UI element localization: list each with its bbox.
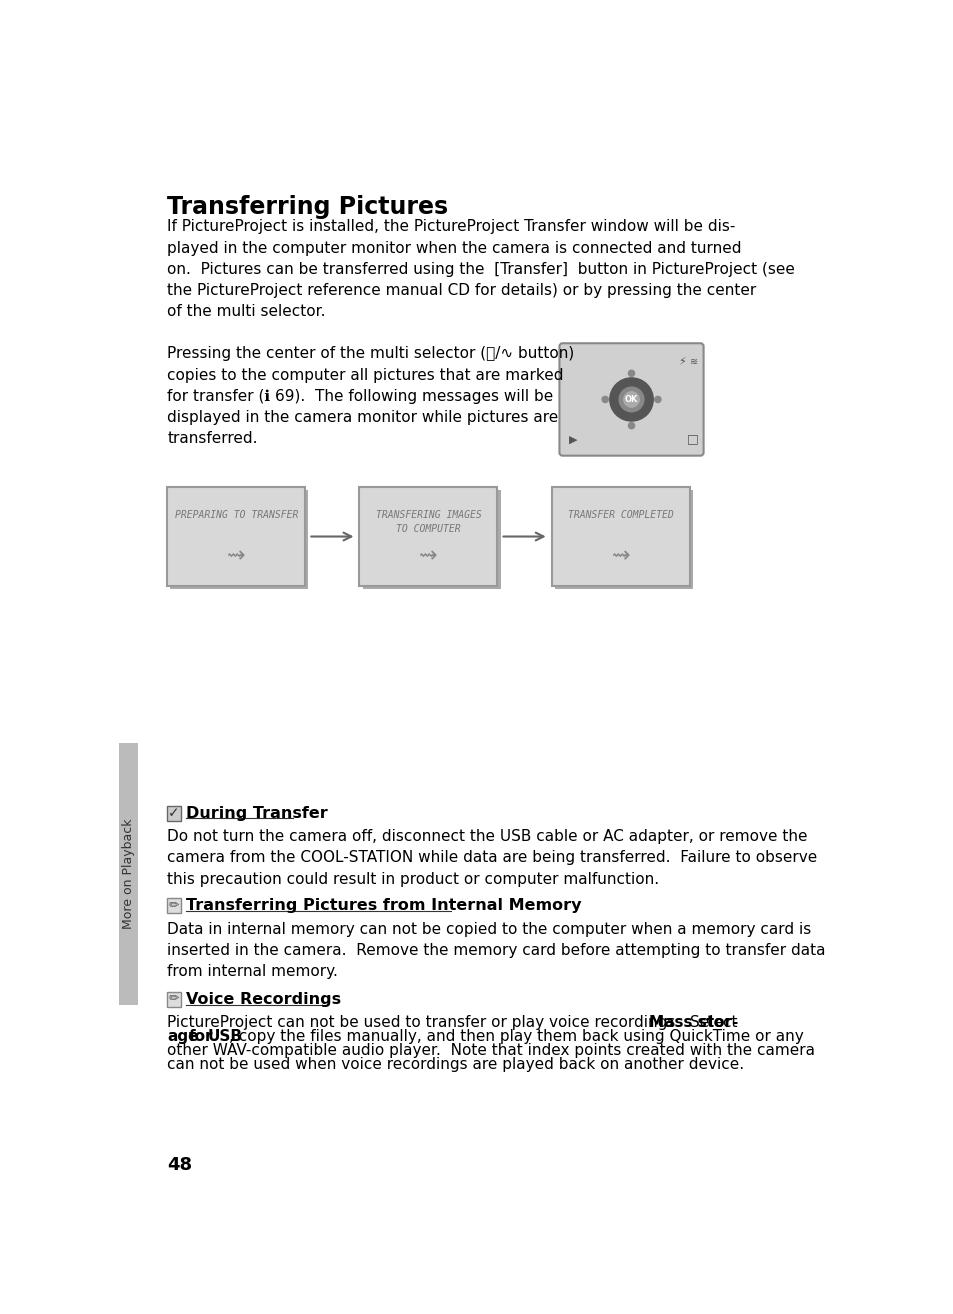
Text: ≋: ≋ [690,357,698,367]
FancyBboxPatch shape [362,490,500,589]
Text: TO COMPUTER: TO COMPUTER [395,524,460,535]
Text: More on Playback: More on Playback [122,819,135,929]
Text: for: for [189,1029,213,1045]
FancyBboxPatch shape [167,992,181,1007]
Text: Transferring Pictures: Transferring Pictures [167,194,448,218]
FancyBboxPatch shape [167,487,305,586]
FancyBboxPatch shape [551,487,689,586]
Circle shape [601,397,608,402]
Text: ✓: ✓ [168,805,179,820]
FancyBboxPatch shape [171,490,308,589]
Circle shape [623,392,639,407]
Text: 48: 48 [167,1156,193,1175]
Text: Do not turn the camera off, disconnect the USB cable or AC adapter, or remove th: Do not turn the camera off, disconnect t… [167,829,817,887]
Text: If PictureProject is installed, the PictureProject Transfer window will be dis-
: If PictureProject is installed, the Pict… [167,219,795,319]
Text: other WAV-compatible audio player.  Note that index points created with the came: other WAV-compatible audio player. Note … [167,1043,815,1058]
Text: During Transfer: During Transfer [186,805,327,821]
Text: ⇝: ⇝ [227,547,245,566]
FancyBboxPatch shape [359,487,497,586]
Circle shape [618,388,643,411]
Text: can not be used when voice recordings are played back on another device.: can not be used when voice recordings ar… [167,1056,743,1072]
Circle shape [609,378,653,420]
Text: , copy the files manually, and then play them back using QuickTime or any: , copy the files manually, and then play… [229,1029,803,1045]
FancyBboxPatch shape [167,805,181,821]
Text: USB: USB [208,1029,242,1045]
Text: Mass stor-: Mass stor- [649,1016,738,1030]
Text: Pressing the center of the multi selector (Ⓚ/∿ button)
copies to the computer al: Pressing the center of the multi selecto… [167,347,574,447]
Text: PREPARING TO TRANSFER: PREPARING TO TRANSFER [174,510,297,520]
Circle shape [628,371,634,376]
FancyBboxPatch shape [558,343,703,456]
Text: ⇝: ⇝ [418,547,437,566]
Text: age: age [167,1029,198,1045]
Text: ⚡: ⚡ [678,357,685,367]
Text: Data in internal memory can not be copied to the computer when a memory card is
: Data in internal memory can not be copie… [167,921,825,979]
Text: PictureProject can not be used to transfer or play voice recordings.  Select: PictureProject can not be used to transf… [167,1016,741,1030]
Text: TRANSFER COMPLETED: TRANSFER COMPLETED [567,510,673,520]
FancyBboxPatch shape [167,899,181,913]
FancyBboxPatch shape [555,490,692,589]
FancyBboxPatch shape [119,742,137,1005]
Text: ⇝: ⇝ [611,547,629,566]
Circle shape [628,423,634,428]
Text: □: □ [686,432,698,445]
Text: OK: OK [624,396,638,403]
Text: ✏: ✏ [169,993,179,1005]
Circle shape [654,397,660,402]
Text: ✏: ✏ [169,899,179,912]
Text: Voice Recordings: Voice Recordings [186,992,340,1008]
Text: Transferring Pictures from Internal Memory: Transferring Pictures from Internal Memo… [186,899,580,913]
Text: TRANSFERING IMAGES: TRANSFERING IMAGES [375,510,481,520]
Text: ▶: ▶ [569,435,578,445]
